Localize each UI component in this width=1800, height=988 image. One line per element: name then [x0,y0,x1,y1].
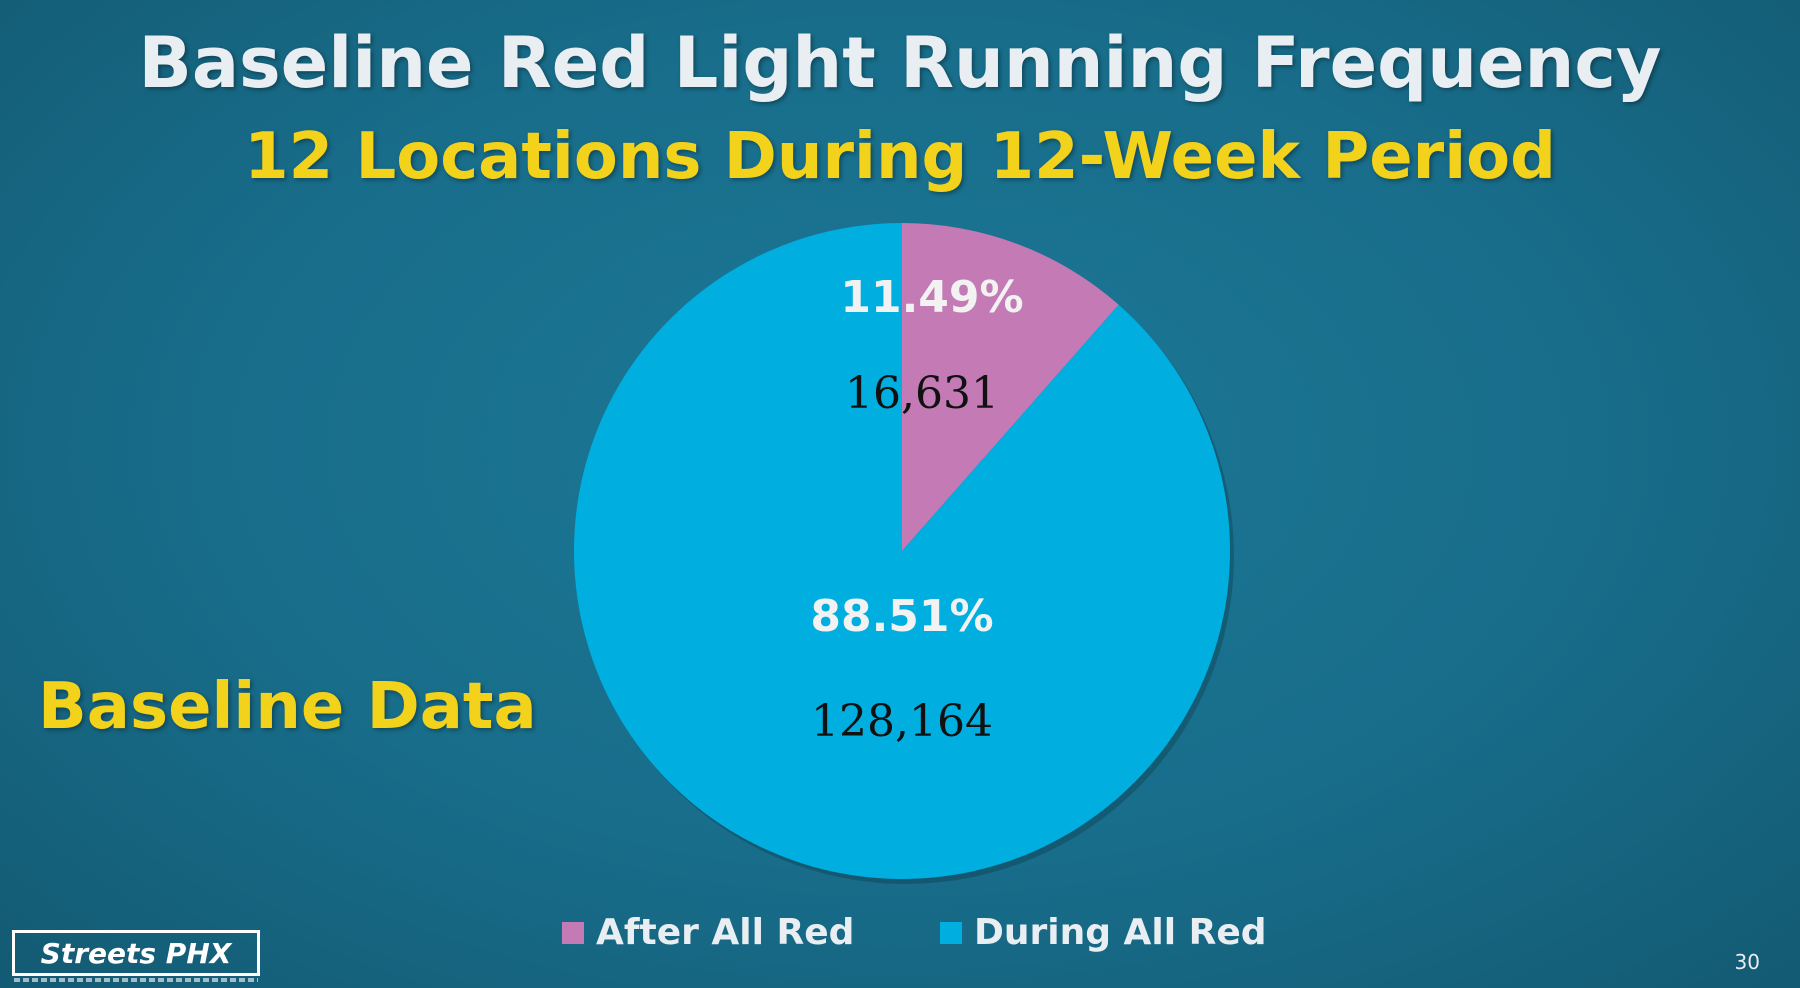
pie-slice-during-all-red [573,223,1230,879]
streets-phx-logo: Streets PHX [12,930,260,976]
legend-item-after-all-red: After All Red [562,912,854,953]
value-label-after-all-red: 16,631 [845,368,999,419]
pie-slice-after-all-red [902,223,1119,551]
legend-label-during-all-red: During All Red [974,912,1267,953]
legend-swatch-after-all-red [562,921,584,944]
slide-number: 30 [1734,950,1760,974]
value-label-during-all-red: 128,164 [811,696,993,747]
side-label: Baseline Data [38,670,537,744]
chart-title: Baseline Red Light Running Frequency [138,22,1662,104]
chart-subtitle: 12 Locations During 12-Week Period [244,120,1556,194]
percent-label-during-all-red: 88.51% [810,591,993,642]
legend-item-during-all-red: During All Red [940,912,1267,953]
legend-swatch-during-all-red [940,921,962,944]
chart-legend: After All Red During All Red [0,912,1800,962]
legend-label-after-all-red: After All Red [596,912,855,953]
percent-label-after-all-red: 11.49% [840,272,1023,323]
logo-underline-decoration [14,978,258,982]
